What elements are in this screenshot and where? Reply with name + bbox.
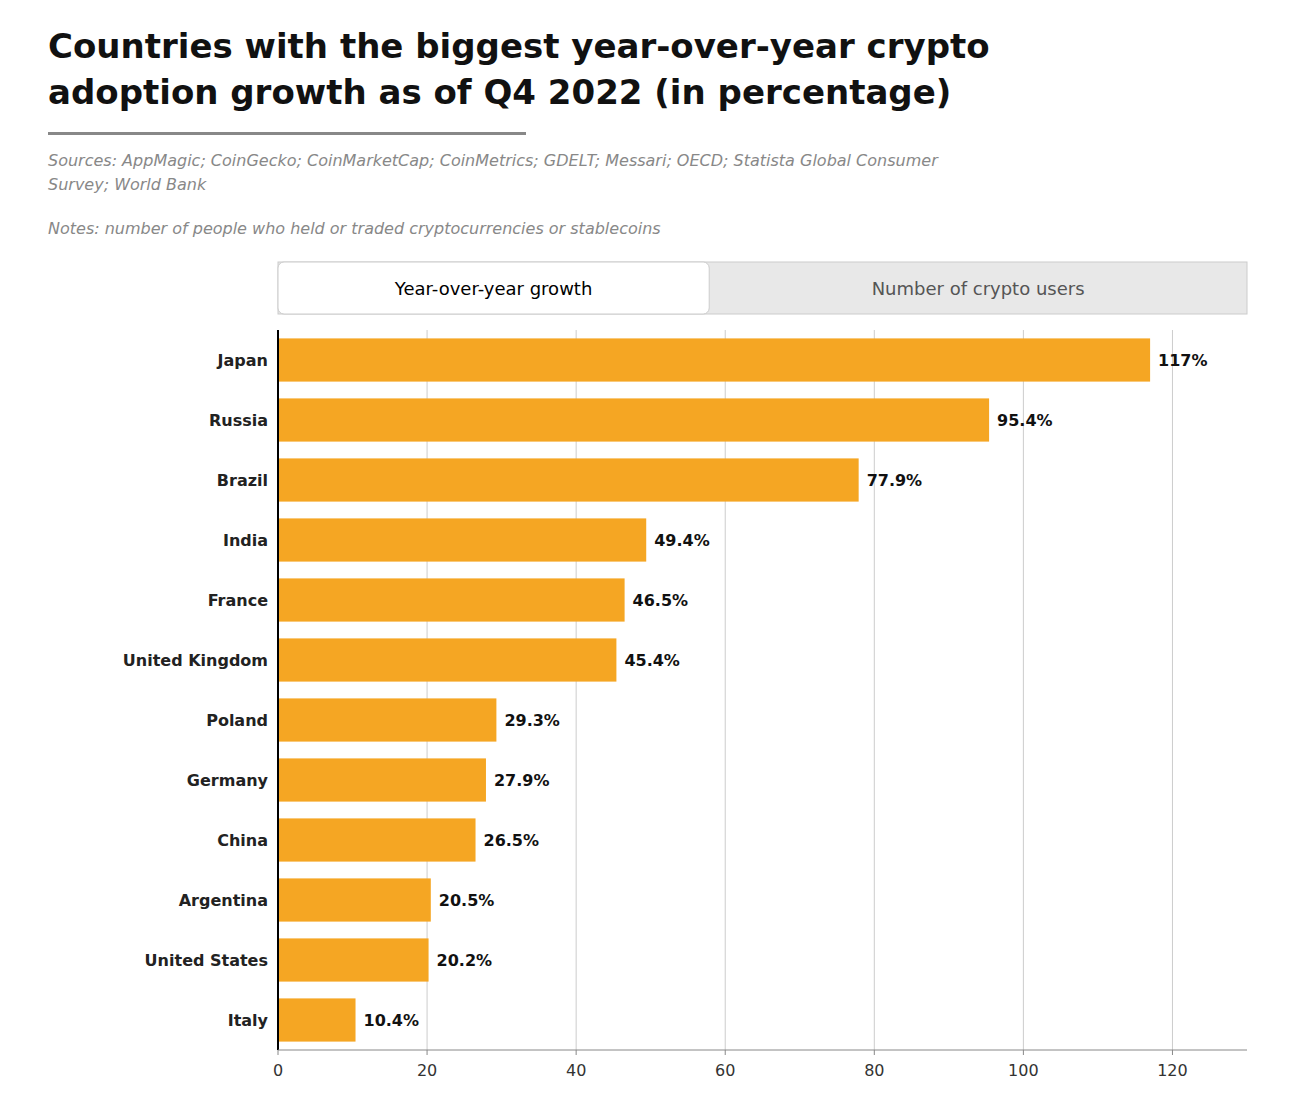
tick-mark <box>278 1050 279 1055</box>
bar <box>278 698 496 741</box>
data-label: 27.9% <box>494 771 550 790</box>
data-label: 46.5% <box>633 591 689 610</box>
sources-line: Survey; World Bank <box>48 175 207 194</box>
grid-line <box>278 330 279 1050</box>
category-label: Germany <box>187 771 269 790</box>
category-label: France <box>208 591 268 610</box>
bar <box>278 938 429 981</box>
category-label: Brazil <box>217 471 268 490</box>
bars <box>278 338 1150 1041</box>
data-label: 20.2% <box>437 951 493 970</box>
tab-bar <box>278 262 1247 314</box>
tab-label: Number of crypto users <box>872 278 1085 299</box>
tick-label: 60 <box>715 1061 735 1080</box>
bar <box>278 638 616 681</box>
sources-line: Sources: AppMagic; CoinGecko; CoinMarket… <box>48 151 939 170</box>
data-label: 77.9% <box>867 471 923 490</box>
title-line: Countries with the biggest year-over-yea… <box>48 26 990 66</box>
labels: 10.4% Italy 20.2% United States 20.5% Argenti… <box>123 351 1208 1030</box>
y-axis-line <box>277 330 279 1050</box>
tick-label: 0 <box>273 1061 283 1080</box>
bar <box>278 338 1150 381</box>
bar <box>278 458 859 501</box>
chart-container: Countries with the biggest year-over-yea… <box>0 0 1292 1106</box>
grid-line <box>1172 330 1173 1050</box>
tick-mark <box>576 1050 577 1055</box>
tab-label: Year-over-year growth <box>394 278 592 299</box>
data-label: 117% <box>1158 351 1207 370</box>
category-label: Russia <box>209 411 268 430</box>
title-line: adoption growth as of Q4 2022 (in percen… <box>48 72 951 112</box>
grid-line <box>1023 330 1024 1050</box>
bar <box>278 758 486 801</box>
title: Countries with the biggest year-over-yea… <box>48 26 990 112</box>
bar <box>278 818 476 861</box>
tick-mark <box>874 1050 875 1055</box>
tick-mark <box>1023 1050 1024 1055</box>
tick-mark <box>725 1050 726 1055</box>
chart-svg: Countries with the biggest year-over-yea… <box>0 0 1292 1106</box>
data-label: 20.5% <box>439 891 495 910</box>
bar <box>278 398 989 441</box>
tab-active <box>278 262 709 314</box>
bar <box>278 578 625 621</box>
data-label: 49.4% <box>654 531 710 550</box>
tick-label: 40 <box>566 1061 586 1080</box>
tick-mark <box>1172 1050 1173 1055</box>
category-label: United Kingdom <box>123 651 268 670</box>
category-label: Poland <box>206 711 268 730</box>
bar <box>278 998 356 1041</box>
grid <box>278 330 1172 1050</box>
bar <box>278 518 646 561</box>
data-label: 26.5% <box>484 831 540 850</box>
x-ticks: 0 20 40 60 80 100 120 <box>273 1050 1188 1080</box>
notes: Notes: number of people who held or trad… <box>48 219 661 238</box>
bar <box>278 878 431 921</box>
category-label: Argentina <box>179 891 268 910</box>
data-label: 95.4% <box>997 411 1053 430</box>
tick-label: 120 <box>1157 1061 1188 1080</box>
tick-label: 20 <box>417 1061 437 1080</box>
sources: Sources: AppMagic; CoinGecko; CoinMarket… <box>48 151 939 194</box>
x-axis-line <box>278 1050 1247 1051</box>
category-label: United States <box>145 951 268 970</box>
tick-label: 80 <box>864 1061 884 1080</box>
data-label: 10.4% <box>364 1011 420 1030</box>
category-label: China <box>217 831 268 850</box>
category-label: India <box>223 531 268 550</box>
title-rule <box>48 132 526 135</box>
data-label: 29.3% <box>504 711 560 730</box>
tick-mark <box>427 1050 428 1055</box>
data-label: 45.4% <box>624 651 680 670</box>
category-label: Japan <box>217 351 268 370</box>
tick-label: 100 <box>1008 1061 1039 1080</box>
category-label: Italy <box>228 1011 269 1030</box>
